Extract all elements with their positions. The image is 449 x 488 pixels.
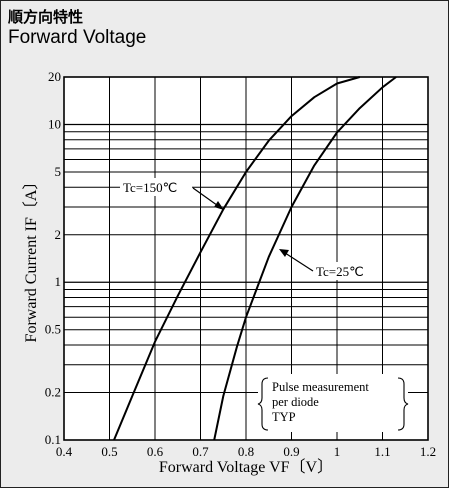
y-tick-labels: 0.1 0.2 0.5 1 2 5 10 20 [45, 69, 61, 447]
annotation-arrowhead-tc150 [214, 201, 224, 210]
x-tick-labels: 0.4 0.5 0.6 0.7 0.8 0.9 1 1.1 1.2 [56, 444, 436, 459]
y-tick-label: 20 [48, 69, 61, 84]
annotation-tc150: Tc=150℃ [123, 180, 177, 195]
y-tick-label: 5 [55, 164, 62, 179]
y-axis-label: Forward Current IF〔A〕 [22, 174, 40, 343]
x-axis-label: Forward Voltage VF〔V〕 [159, 458, 333, 476]
x-tick-label: 0.8 [238, 444, 254, 459]
note-box-bg [258, 374, 408, 432]
annotation-bg-25 [313, 262, 379, 280]
y-tick-label: 0.2 [45, 385, 61, 400]
y-tick-label: 0.1 [45, 432, 61, 447]
note-line-2: per diode [272, 395, 319, 409]
chart-title-japanese: 順方向特性 [8, 8, 84, 26]
series-curve-1 [213, 76, 397, 441]
note-bracket-right [397, 377, 409, 431]
plot-border [63, 76, 429, 441]
y-tick-label: 1 [55, 274, 62, 289]
x-tick-label: 1.1 [374, 444, 390, 459]
y-tick-label: 2 [55, 227, 62, 242]
series-curve-0 [113, 76, 361, 441]
x-tick-label: 0.7 [192, 444, 209, 459]
x-tick-label: 1.2 [420, 444, 436, 459]
y-tick-label: 10 [48, 116, 61, 131]
annotation-arrowhead-tc25 [279, 249, 289, 257]
annotation-arrow-tc25 [281, 250, 314, 272]
x-tick-label: 1 [334, 444, 341, 459]
annotation-tc25: Tc=25℃ [316, 264, 364, 279]
x-tick-label: 0.6 [147, 444, 164, 459]
note-line-1: Pulse measurement [272, 380, 369, 394]
note-line-3: TYP [272, 410, 296, 424]
x-tick-label: 0.9 [283, 444, 299, 459]
x-tick-label: 0.4 [56, 444, 73, 459]
y-tick-label: 0.5 [45, 322, 61, 337]
note-bracket-left [257, 377, 269, 431]
curves [113, 76, 397, 441]
chart-title-english: Forward Voltage [8, 27, 147, 48]
annotation-bg-150 [120, 178, 192, 196]
x-tick-label: 0.5 [101, 444, 117, 459]
